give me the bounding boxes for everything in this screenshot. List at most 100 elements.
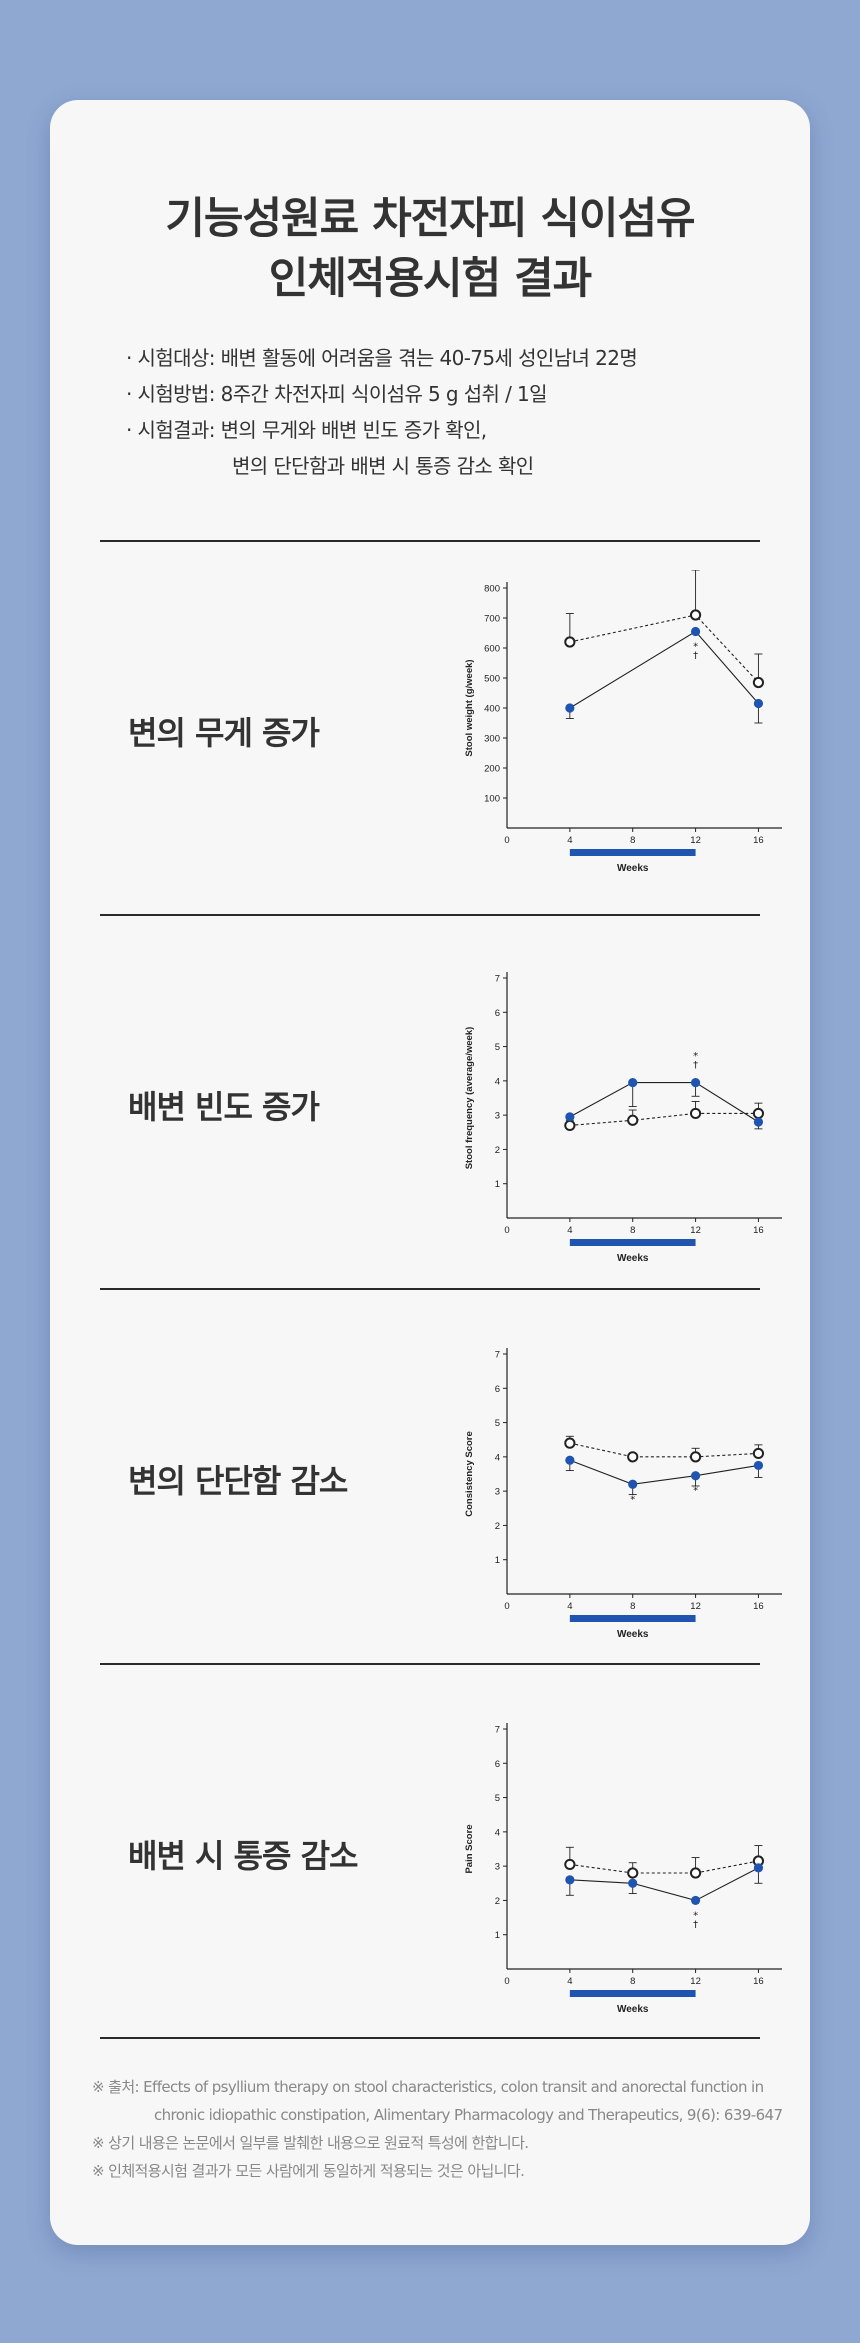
y-tick-label: 1 bbox=[495, 1179, 500, 1190]
series-open-line bbox=[569, 1860, 759, 1874]
x-tick-label: 16 bbox=[753, 1976, 764, 1987]
note-excerpt: ※ 상기 내용은 논문에서 일부를 발췌한 내용으로 원료적 특성에 한합니다. bbox=[92, 2134, 529, 2152]
treatment-period-bar bbox=[569, 1990, 696, 1997]
chart-stool-frequency: 1 2 3 4 5 6 7 0 4 8 12 16 Weeks Stool frequency (aver… bbox=[410, 960, 800, 1290]
filled-point bbox=[690, 626, 701, 637]
open-point bbox=[689, 1451, 702, 1463]
x-tick-label: 4 bbox=[567, 1225, 572, 1236]
y-tick-label: 3 bbox=[495, 1487, 500, 1498]
x-axis-label: Weeks bbox=[617, 2004, 649, 2015]
y-tick-label: 7 bbox=[495, 974, 500, 985]
section-label-frequency: 배변 빈도 증가 bbox=[128, 1088, 320, 1126]
open-point bbox=[627, 1114, 639, 1126]
filled-point bbox=[565, 1875, 575, 1885]
x-tick-label: 16 bbox=[753, 835, 764, 846]
y-tick-label: 6 bbox=[495, 1384, 500, 1395]
y-tick-label: 6 bbox=[495, 1008, 500, 1019]
x-tick-label: 4 bbox=[567, 835, 572, 846]
x-tick-label: 0 bbox=[504, 835, 509, 846]
x-tick-label: 12 bbox=[690, 1976, 701, 1987]
y-tick-label: 2 bbox=[495, 1145, 500, 1156]
filled-point bbox=[565, 1455, 575, 1465]
y-tick-label: 4 bbox=[495, 1076, 500, 1087]
treatment-period-bar bbox=[569, 1239, 696, 1246]
open-point bbox=[752, 676, 765, 689]
y-tick-label: 1 bbox=[495, 1555, 500, 1566]
open-point bbox=[752, 1447, 765, 1460]
x-tick-label: 16 bbox=[753, 1601, 764, 1612]
y-tick-label: 4 bbox=[495, 1827, 500, 1838]
y-tick-label: 1 bbox=[495, 1930, 500, 1941]
significance-mark: * bbox=[693, 642, 698, 653]
treatment-period-bar bbox=[569, 1615, 696, 1622]
info-method: · 시험방법: 8주간 차전자피 식이섬유 5 g 섭취 / 1일 bbox=[126, 382, 548, 406]
filled-point bbox=[690, 1895, 701, 1906]
x-tick-label: 12 bbox=[690, 835, 701, 846]
y-tick-label: 3 bbox=[495, 1111, 500, 1122]
y-tick-label: 700 bbox=[484, 614, 500, 625]
filled-point bbox=[690, 1471, 701, 1481]
series-filled-line bbox=[569, 1867, 759, 1902]
filled-point bbox=[565, 703, 575, 713]
chart-pain: 1 2 3 4 5 6 7 0 4 8 12 16 Weeks Pain Score * † bbox=[410, 1711, 800, 2041]
x-tick-label: 12 bbox=[690, 1601, 701, 1612]
y-tick-label: 4 bbox=[495, 1452, 500, 1463]
x-tick-label: 16 bbox=[753, 1225, 764, 1236]
note-disclaimer: ※ 인체적용시험 결과가 모든 사람에게 동일하게 적용되는 것은 아닙니다. bbox=[92, 2162, 525, 2180]
significance-mark: † bbox=[693, 651, 698, 662]
x-tick-label: 4 bbox=[567, 1601, 572, 1612]
section-label-consistency: 변의 단단함 감소 bbox=[128, 1462, 348, 1500]
content-card: 기능성원료 차전자피 식이섬유 인체적용시험 결과 · 시험대상: 배변 활동에… bbox=[50, 100, 810, 2245]
y-axis-label: Stool weight (g/week) bbox=[464, 659, 475, 756]
significance-mark: * bbox=[693, 1910, 698, 1921]
significance-mark: * bbox=[630, 1494, 635, 1505]
x-tick-label: 8 bbox=[630, 835, 635, 846]
chart-stool-weight: 100 200 300 400 500 600 700 800 0 4 8 12 16 Weeks Stoo… bbox=[410, 570, 800, 900]
note-source-cont: chronic idiopathic constipation, Aliment… bbox=[154, 2106, 783, 2124]
y-tick-label: 100 bbox=[484, 794, 500, 805]
y-tick-label: 800 bbox=[484, 584, 500, 595]
open-point bbox=[627, 1451, 639, 1463]
filled-point bbox=[690, 1077, 701, 1088]
y-axis-label: Stool frequency (average/week) bbox=[464, 1027, 475, 1170]
x-tick-label: 0 bbox=[504, 1601, 509, 1612]
filled-point bbox=[628, 1878, 638, 1888]
y-axis-label: Consistency Score bbox=[464, 1431, 475, 1517]
note-source: ※ 출처: Effects of psyllium therapy on sto… bbox=[92, 2078, 764, 2096]
chart-consistency: 1 2 3 4 5 6 7 0 4 8 12 16 Weeks Consistency Score * * bbox=[410, 1336, 800, 1666]
y-tick-label: 3 bbox=[495, 1862, 500, 1873]
filled-point bbox=[628, 1077, 638, 1088]
y-tick-label: 2 bbox=[495, 1521, 500, 1532]
filled-point bbox=[753, 698, 764, 709]
y-tick-label: 600 bbox=[484, 644, 500, 655]
open-point bbox=[564, 1437, 576, 1449]
x-tick-label: 4 bbox=[567, 1976, 572, 1987]
y-tick-label: 2 bbox=[495, 1896, 500, 1907]
open-point bbox=[689, 1107, 702, 1120]
x-tick-label: 8 bbox=[630, 1976, 635, 1987]
y-tick-label: 300 bbox=[484, 734, 500, 745]
open-point bbox=[752, 1107, 765, 1120]
filled-point bbox=[628, 1479, 638, 1489]
series-open-line bbox=[569, 614, 759, 683]
series-open-line bbox=[569, 1112, 759, 1126]
section-label-pain: 배변 시 통증 감소 bbox=[128, 1837, 359, 1875]
open-point bbox=[689, 609, 702, 621]
info-result: · 시험결과: 변의 무게와 배변 빈도 증가 확인, bbox=[126, 418, 487, 442]
filled-point bbox=[753, 1863, 764, 1873]
x-tick-label: 0 bbox=[504, 1976, 509, 1987]
y-tick-label: 7 bbox=[495, 1725, 500, 1736]
open-point bbox=[564, 636, 576, 648]
divider-5 bbox=[100, 2037, 760, 2039]
x-tick-label: 0 bbox=[504, 1225, 509, 1236]
y-tick-label: 7 bbox=[495, 1350, 500, 1361]
x-tick-label: 8 bbox=[630, 1225, 635, 1236]
significance-mark: * bbox=[693, 1486, 698, 1497]
divider-2 bbox=[100, 914, 760, 916]
open-point bbox=[627, 1867, 639, 1879]
series-filled-line bbox=[569, 630, 759, 709]
info-subjects: · 시험대상: 배변 활동에 어려움을 겪는 40-75세 성인남녀 22명 bbox=[126, 346, 638, 370]
y-tick-label: 5 bbox=[495, 1042, 500, 1053]
x-axis-label: Weeks bbox=[617, 1629, 649, 1640]
x-axis-label: Weeks bbox=[617, 863, 649, 874]
